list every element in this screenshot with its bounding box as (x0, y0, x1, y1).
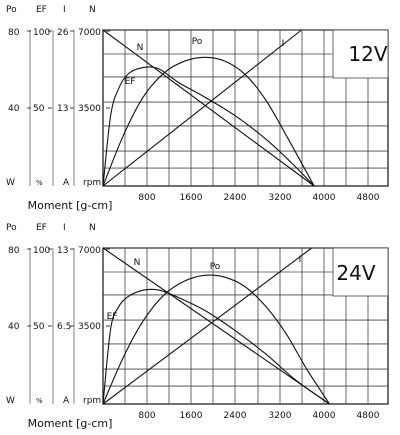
series-line-ef (102, 66, 315, 187)
voltage-label: 12V (348, 42, 387, 66)
x-tick-label: 2400 (224, 193, 247, 203)
series-line-i (102, 29, 302, 187)
axis-unit-ef: % (36, 179, 43, 187)
x-axis-title: Moment [g-cm] (28, 199, 113, 212)
axis-tick-n-max: 7000 (78, 28, 101, 38)
axis-unit-n: rpm (83, 396, 101, 406)
series-label-i: I (282, 39, 285, 49)
x-tick-label: 2400 (224, 411, 247, 421)
voltage-box (332, 247, 389, 297)
voltage-label: 24V (336, 261, 375, 285)
x-tick-label: 4800 (357, 411, 380, 421)
x-tick-label: 3200 (269, 411, 292, 421)
series-line-i (102, 247, 313, 405)
axis-header-i: I (63, 5, 66, 15)
series-label-n: N (134, 258, 141, 268)
axis-tick-i-max: 13 (57, 246, 68, 256)
chart-panel-1: 12V Po 80 40 W EF 100 50% I 26 13 A N 7000 3500 rpm 800 1… (6, 5, 389, 212)
series-line-n (102, 247, 330, 405)
axis-header-i: I (63, 223, 66, 233)
chart-panel-2: 24V Po 80 40 W EF 100 50% I 13 6.5 A N 7000 3500 rpm 800… (6, 223, 389, 430)
series-label-ef: EF (125, 77, 136, 87)
axis-tick-n-max: 7000 (78, 246, 101, 256)
axis-tick-po-mid: 40 (8, 322, 20, 332)
series-label-i: I (299, 255, 302, 265)
axis-unit-ef: % (36, 397, 43, 405)
x-axis-title: Moment [g-cm] (28, 417, 113, 430)
axis-unit-n: rpm (83, 178, 101, 188)
axis-unit-po: W (6, 178, 15, 188)
axis-unit-po: W (6, 396, 15, 406)
x-tick-label: 3200 (269, 193, 292, 203)
x-tick-label: 1600 (180, 411, 203, 421)
series-label-n: N (137, 43, 144, 53)
axis-tick-n-mid: 3500 (78, 104, 101, 114)
x-tick-label: 4800 (357, 193, 380, 203)
axis-tick-i-mid: 6.5 (57, 322, 71, 332)
series-line-n (102, 29, 315, 187)
axis-tick-po-max: 80 (8, 246, 20, 256)
axis-tick-ef-mid: 50 (33, 104, 45, 114)
axis-tick-po-max: 80 (8, 28, 20, 38)
axis-tick-po-mid: 40 (8, 104, 20, 114)
axis-tick-ef-max: 100 (33, 28, 50, 38)
series-label-po: Po (192, 37, 203, 47)
axis-header-po: Po (6, 223, 17, 233)
x-tick-label: 4000 (313, 411, 336, 421)
series-label-ef: EF (107, 312, 118, 322)
series-label-po: Po (210, 262, 221, 272)
axis-tick-i-mid: 13 (57, 104, 68, 114)
axis-header-n: N (89, 223, 96, 233)
axis-tick-n-mid: 3500 (78, 322, 101, 332)
x-tick-label: 800 (138, 193, 155, 203)
voltage-box (332, 29, 389, 79)
axis-header-ef: EF (36, 5, 47, 15)
x-tick-label: 1600 (180, 193, 203, 203)
series-line-ef (102, 288, 330, 405)
x-tick-label: 4000 (313, 193, 336, 203)
series-line-po (102, 274, 330, 405)
axis-unit-i: A (63, 396, 70, 406)
axis-unit-i: A (63, 178, 70, 188)
x-tick-label: 800 (138, 411, 155, 421)
axis-header-ef: EF (36, 223, 47, 233)
series-line-po (102, 56, 315, 187)
axis-header-po: Po (6, 5, 17, 15)
axis-header-n: N (89, 5, 96, 15)
axis-tick-ef-max: 100 (33, 246, 50, 256)
axis-tick-ef-mid: 50 (33, 322, 45, 332)
axis-tick-i-max: 26 (57, 28, 69, 38)
